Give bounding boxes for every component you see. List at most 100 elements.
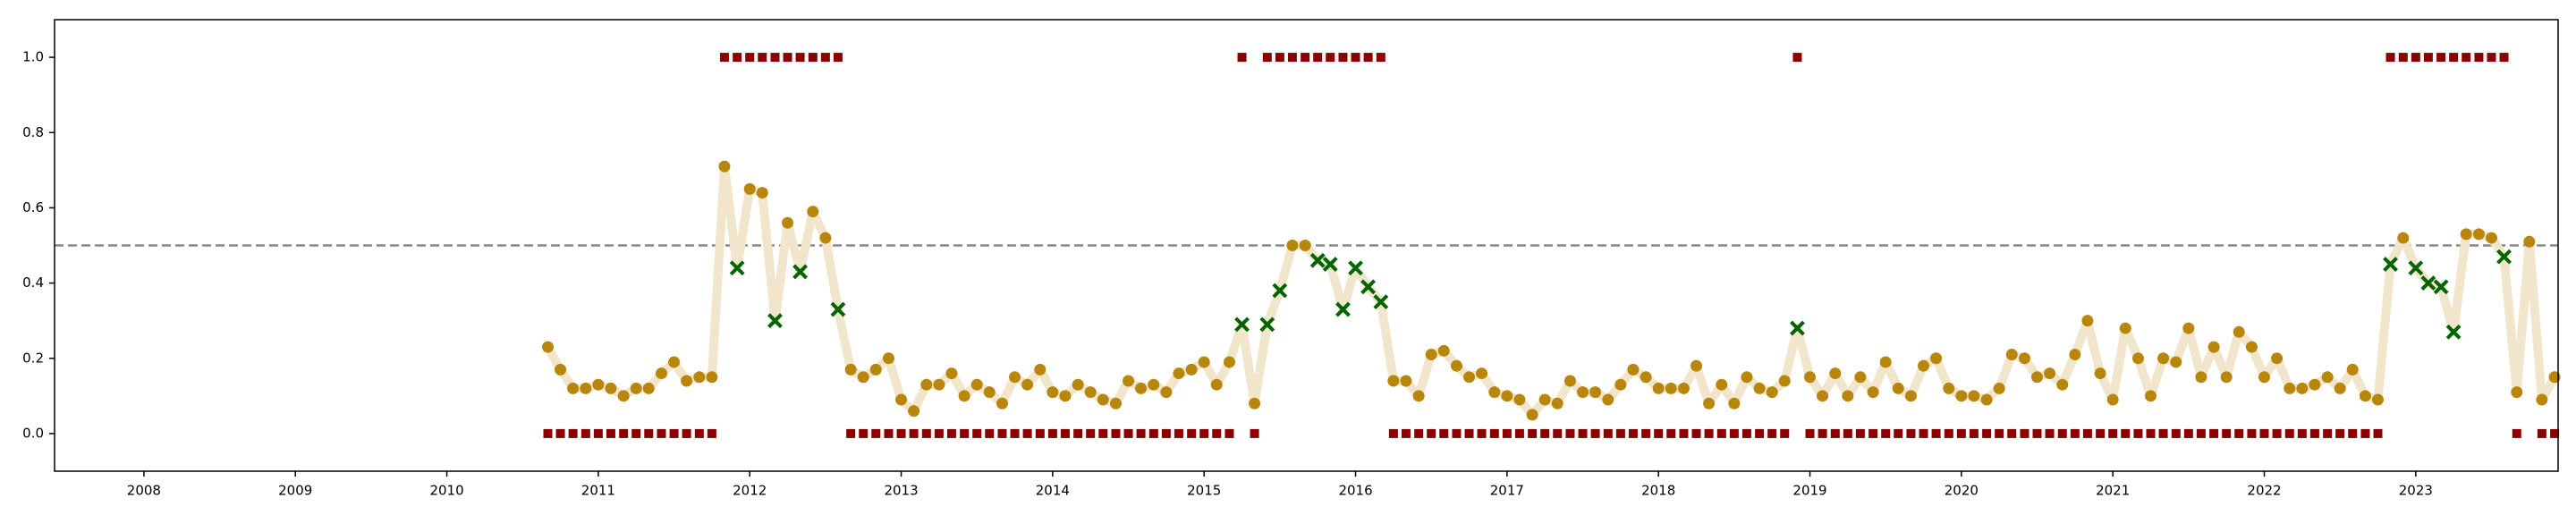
point-marker	[1210, 378, 1223, 391]
label-marker	[2348, 428, 2358, 438]
label-marker	[1995, 428, 2004, 438]
x-tick-label: 2011	[581, 483, 615, 499]
point-marker	[1753, 382, 1766, 394]
cross-marker	[1360, 279, 1377, 295]
label-marker	[1477, 428, 1487, 438]
point-marker	[2081, 315, 2094, 327]
label-marker	[2323, 428, 2333, 438]
point-marker	[1943, 382, 1955, 394]
label-marker	[1641, 428, 1651, 438]
label-marker	[795, 53, 805, 63]
point-marker	[1135, 382, 1148, 394]
label-marker	[2158, 428, 2168, 438]
point-marker	[743, 182, 756, 195]
label-marker	[1187, 428, 1197, 438]
label-marker	[1035, 428, 1045, 438]
point-marker	[996, 397, 1008, 409]
point-marker	[1021, 378, 1034, 391]
point-marker	[1577, 386, 1589, 399]
label-marker	[1439, 428, 1449, 438]
label-marker	[669, 428, 679, 438]
label-marker	[833, 53, 843, 63]
label-marker	[1540, 428, 1550, 438]
point-marker	[1160, 386, 1173, 399]
label-marker	[2272, 428, 2282, 438]
label-marker	[580, 428, 590, 438]
label-marker	[1098, 428, 1108, 438]
label-marker	[1741, 428, 1751, 438]
point-marker	[1488, 386, 1501, 399]
label-marker	[909, 428, 919, 438]
point-marker	[1829, 367, 1842, 380]
point-marker	[1109, 397, 1122, 409]
label-marker	[1729, 428, 1739, 438]
label-marker	[2423, 53, 2433, 63]
point-marker	[2397, 232, 2410, 244]
label-marker	[2247, 428, 2257, 438]
label-marker	[694, 428, 704, 438]
label-marker	[1590, 428, 1600, 438]
label-marker	[946, 428, 956, 438]
label-marker	[2487, 53, 2496, 63]
point-marker	[1059, 390, 1072, 402]
point-marker	[2233, 325, 2245, 338]
label-marker	[1830, 428, 1840, 438]
label-marker	[1301, 53, 1310, 63]
cross-marker	[1259, 317, 1275, 333]
label-marker	[960, 428, 970, 438]
label-marker	[1969, 428, 1979, 438]
x-tick-label: 2022	[2247, 483, 2281, 499]
label-marker	[2512, 428, 2521, 438]
cross-marker	[2420, 275, 2436, 291]
label-marker	[1780, 428, 1790, 438]
label-marker	[770, 53, 780, 63]
cross-marker	[1234, 317, 1250, 333]
label-marker	[2209, 428, 2219, 438]
point-marker	[2472, 228, 2485, 241]
label-marker	[1111, 428, 1121, 438]
point-marker	[681, 375, 693, 387]
point-marker	[706, 371, 718, 384]
point-marker	[970, 378, 983, 391]
cross-marker	[1790, 320, 1805, 336]
point-marker	[1854, 371, 1867, 384]
point-marker	[1425, 349, 1437, 361]
label-marker	[1553, 428, 1563, 438]
label-marker	[2499, 53, 2509, 63]
cross-marker	[1373, 294, 1389, 310]
x-tick-label: 2014	[1036, 483, 1070, 499]
label-marker	[2121, 428, 2131, 438]
label-marker	[1161, 428, 1171, 438]
label-marker	[568, 428, 578, 438]
point-marker	[1842, 390, 1854, 402]
point-marker	[1968, 390, 1980, 402]
x-tick-label: 2010	[429, 483, 463, 499]
label-marker	[972, 428, 982, 438]
point-marker	[2271, 352, 2284, 365]
point-marker	[2511, 386, 2523, 399]
point-marker	[2131, 352, 2144, 365]
point-marker	[1501, 390, 1513, 402]
label-marker	[1565, 428, 1575, 438]
point-marker	[882, 352, 894, 365]
label-marker	[1767, 428, 1777, 438]
label-marker	[2537, 428, 2546, 438]
point-marker	[1690, 359, 1703, 372]
label-marker	[1628, 428, 1638, 438]
label-marker	[896, 428, 906, 438]
label-marker	[2133, 428, 2143, 438]
point-marker	[630, 382, 642, 394]
label-marker	[1514, 428, 1524, 438]
label-marker	[1528, 428, 1538, 438]
point-marker	[1867, 386, 1879, 399]
label-marker	[2082, 428, 2092, 438]
point-marker	[1476, 367, 1488, 380]
label-marker	[997, 428, 1007, 438]
label-marker	[2474, 53, 2484, 63]
point-marker	[2334, 382, 2346, 394]
label-marker	[1224, 428, 1234, 438]
cross-marker	[1348, 260, 1363, 276]
label-marker	[1868, 428, 1878, 438]
point-marker	[668, 356, 681, 368]
